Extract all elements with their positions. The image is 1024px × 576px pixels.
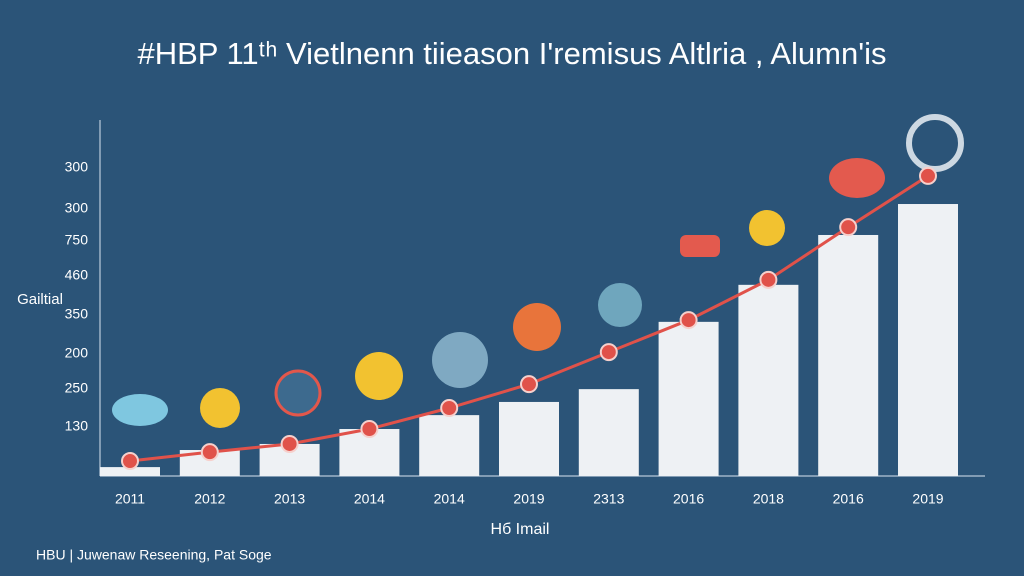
footer: HBU | Juwenaw Reseening, Pat Soge bbox=[36, 547, 272, 563]
line-point bbox=[360, 420, 379, 439]
bar bbox=[100, 467, 160, 476]
x-tick-label: 2014 bbox=[434, 491, 465, 507]
x-tick-label: 2016 bbox=[833, 491, 864, 507]
x-tick-label: 2018 bbox=[753, 491, 784, 507]
y-tick-label: 350 bbox=[65, 306, 89, 322]
line-point bbox=[679, 311, 698, 330]
bar bbox=[578, 389, 639, 476]
x-axis-label: Hб Imail bbox=[491, 521, 550, 538]
chart-title: #HBP 11ᵗʰ Vietlnenn tiieason I'remisus A… bbox=[137, 36, 886, 71]
y-tick-label: 130 bbox=[65, 418, 89, 434]
x-tick-label: 2019 bbox=[912, 491, 943, 507]
y-tick-label: 750 bbox=[65, 232, 89, 248]
line-point bbox=[839, 218, 858, 237]
x-tick-label: 2016 bbox=[673, 491, 704, 507]
line-point bbox=[121, 452, 139, 471]
bar bbox=[419, 415, 480, 476]
y-tick-label: 250 bbox=[65, 380, 89, 396]
line-point bbox=[759, 270, 778, 289]
y-tick-label: 300 bbox=[65, 159, 89, 175]
x-tick-label: 2012 bbox=[194, 491, 225, 507]
line-point bbox=[919, 166, 937, 185]
y-tick-label: 300 bbox=[65, 200, 89, 216]
line-point bbox=[520, 375, 538, 394]
line-point bbox=[440, 399, 459, 418]
bar bbox=[738, 284, 799, 476]
x-tick-label: 2019 bbox=[513, 491, 544, 507]
x-tick-label: 2313 bbox=[593, 491, 624, 507]
x-tick-label: 2014 bbox=[354, 491, 385, 507]
y-tick-label: 200 bbox=[65, 345, 89, 361]
line-point bbox=[280, 434, 299, 453]
y-axis-label: Gailtial bbox=[17, 291, 63, 308]
line-point bbox=[599, 343, 618, 362]
bar bbox=[499, 401, 559, 476]
line-point bbox=[200, 443, 219, 462]
bar bbox=[818, 234, 879, 476]
y-tick-label: 460 bbox=[65, 267, 89, 283]
bar bbox=[658, 321, 719, 476]
x-tick-label: 2013 bbox=[274, 491, 305, 507]
x-tick-label: 2011 bbox=[115, 491, 145, 507]
decorative-icons bbox=[112, 114, 964, 428]
bar bbox=[898, 204, 958, 477]
